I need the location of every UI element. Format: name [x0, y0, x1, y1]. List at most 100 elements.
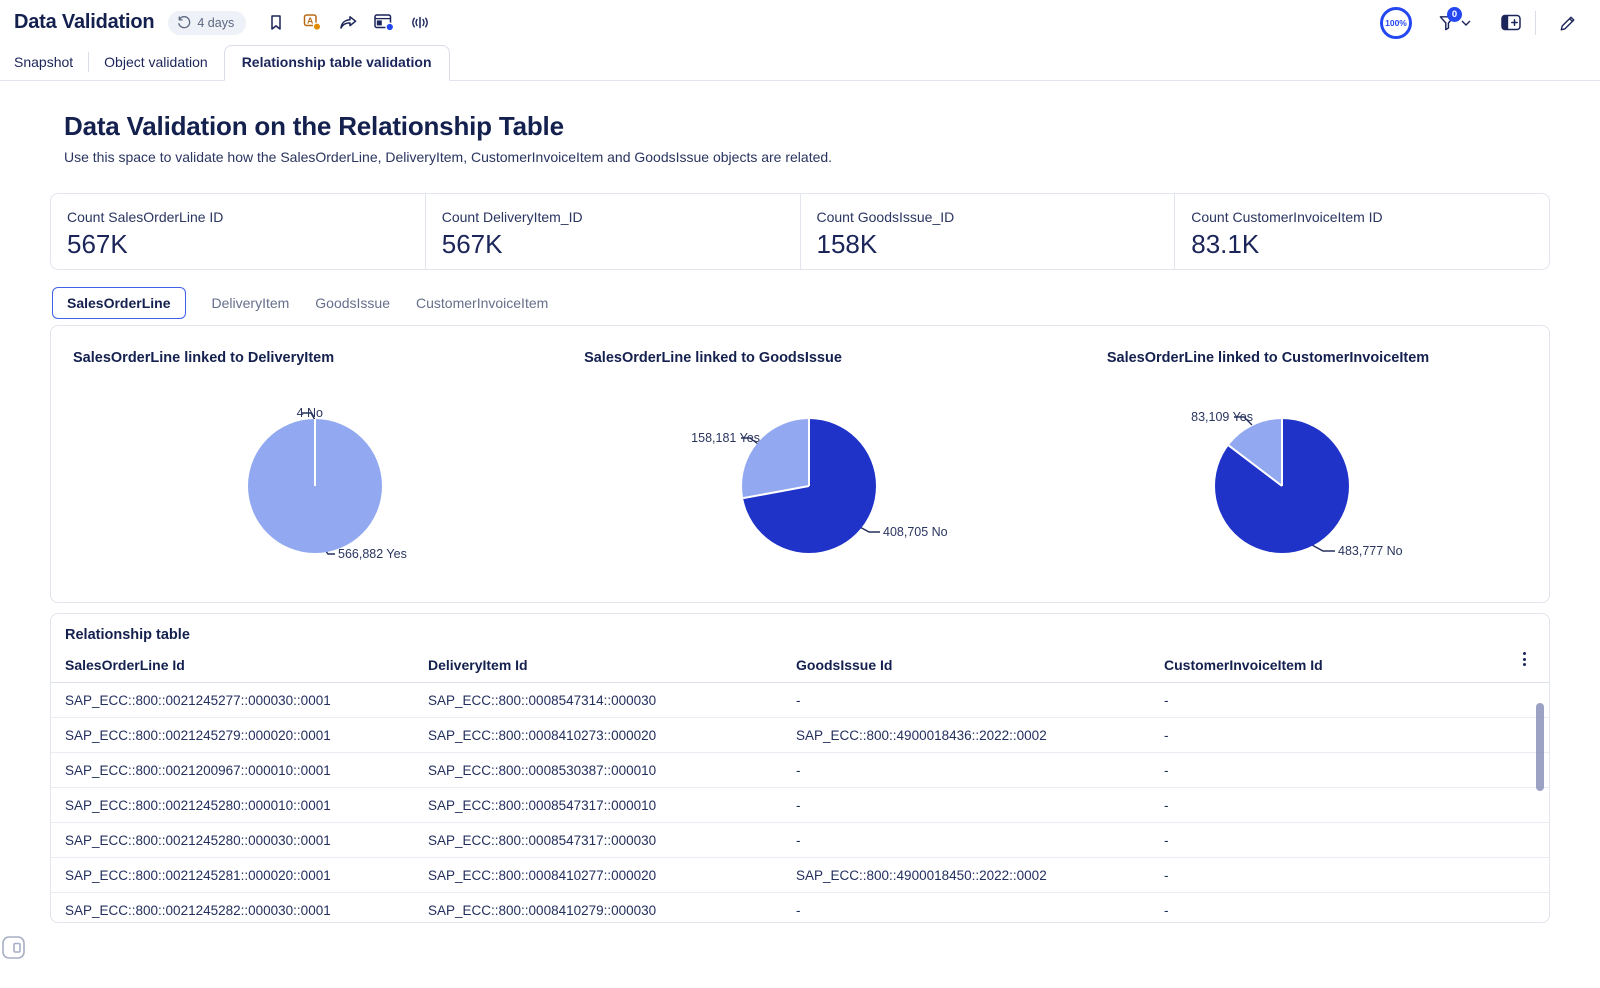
pie-charts-card: SalesOrderLine linked to DeliveryItem Sa… — [50, 325, 1550, 603]
pencil-icon — [1560, 16, 1575, 30]
page-subtitle: Use this space to validate how the Sales… — [64, 149, 833, 165]
table-cell: - — [1164, 727, 1169, 743]
table-options-kebab-icon[interactable] — [1515, 650, 1533, 668]
kpi-label: Count SalesOrderLine ID — [67, 209, 224, 225]
kpi-card-row: Count SalesOrderLine ID 567K Count Deliv… — [50, 193, 1550, 270]
pie-chart-goodsissue[interactable] — [742, 419, 876, 553]
table-cell: - — [1164, 832, 1169, 848]
table-row: SAP_ECC::800::0021245277::000030::0001 S… — [51, 683, 1549, 718]
chevron-down-icon — [1461, 20, 1471, 26]
table-cell: - — [1164, 762, 1169, 778]
pie-chart-deliveryitem[interactable] — [248, 419, 382, 553]
column-header[interactable]: CustomerInvoiceItem Id — [1164, 656, 1323, 673]
subtab-goodsissue[interactable]: GoodsIssue — [315, 295, 391, 311]
top-bar: Data Validation 4 days A 100% 0 — [0, 0, 1600, 45]
table-cell: - — [796, 832, 801, 848]
window-icon — [373, 14, 395, 32]
pie-label-no: 483,777 No — [1338, 544, 1403, 558]
tab-divider — [88, 52, 90, 72]
translate-button[interactable]: A — [298, 9, 326, 37]
bookmark-icon — [271, 15, 281, 30]
tab-relationship-table-validation[interactable]: Relationship table validation — [223, 45, 450, 81]
refresh-interval-label: 4 days — [197, 15, 235, 30]
table-cell: SAP_ECC::800::0021245280::000030::0001 — [65, 832, 331, 848]
toolbar-divider — [1535, 10, 1536, 35]
pie-label-yes: 158,181 Yes — [691, 431, 760, 445]
subtab-customerinvoiceitem[interactable]: CustomerInvoiceItem — [416, 295, 549, 311]
main-content: Data Validation on the Relationship Tabl… — [0, 111, 1600, 923]
panel-toggle-icon[interactable] — [2, 936, 26, 960]
filter-button[interactable]: 0 — [1438, 6, 1471, 32]
table-cell: - — [796, 692, 801, 708]
table-cell: - — [1164, 797, 1169, 813]
kpi-salesorderline: Count SalesOrderLine ID 567K — [51, 194, 425, 269]
table-cell: - — [796, 797, 801, 813]
kpi-label: Count CustomerInvoiceItem ID — [1191, 209, 1383, 225]
table-cell: - — [796, 902, 801, 918]
object-subtabs: SalesOrderLine DeliveryItem GoodsIssue C… — [50, 285, 1550, 321]
table-cell: SAP_ECC::800::0008530387::000010 — [428, 762, 657, 778]
audio-wave-icon — [412, 16, 429, 29]
pie-chart-customerinvoiceitem[interactable] — [1215, 419, 1349, 553]
table-cell: SAP_ECC::800::4900018450::2022::0002 — [796, 867, 1047, 883]
table-cell: SAP_ECC::800::0021200967::000010::0001 — [65, 762, 331, 778]
pie-label-no: 408,705 No — [883, 525, 948, 539]
share-icon — [339, 15, 357, 29]
subtab-deliveryitem[interactable]: DeliveryItem — [211, 295, 290, 311]
table-row: SAP_ECC::800::0021245281::000020::0001 S… — [51, 858, 1549, 893]
table-title: Relationship table — [65, 627, 190, 643]
table-cell: - — [1164, 902, 1169, 918]
kpi-goodsissue: Count GoodsIssue_ID 158K — [799, 194, 1175, 269]
table-scrollbar[interactable] — [1536, 703, 1544, 791]
app-title: Data Validation — [14, 11, 155, 33]
kpi-label: Count DeliveryItem_ID — [441, 209, 583, 225]
side-panel-button[interactable] — [1497, 9, 1525, 37]
side-panel-icon — [1500, 14, 1521, 31]
table-cell: - — [1164, 692, 1169, 708]
refresh-interval-pill[interactable]: 4 days — [168, 10, 247, 35]
kpi-value: 158K — [816, 229, 878, 259]
kpi-label: Count GoodsIssue_ID — [816, 209, 955, 225]
table-cell: SAP_ECC::800::0008410273::000020 — [428, 727, 657, 743]
tab-snapshot[interactable]: Snapshot — [14, 54, 74, 70]
chart-title-deliveryitem: SalesOrderLine linked to DeliveryItem — [73, 350, 335, 366]
table-cell: SAP_ECC::800::0008547317::000030 — [428, 832, 657, 848]
edit-button[interactable] — [1554, 9, 1582, 37]
column-header[interactable]: SalesOrderLine Id — [65, 656, 185, 673]
column-header[interactable]: GoodsIssue Id — [796, 656, 893, 673]
pie-label-no: 4 No — [296, 406, 323, 420]
table-cell: - — [1164, 867, 1169, 883]
kpi-value: 83.1K — [1191, 229, 1260, 259]
pie-label-yes: 566,882 Yes — [338, 547, 407, 561]
bookmark-button[interactable] — [262, 9, 290, 37]
tab-object-validation[interactable]: Object validation — [104, 54, 208, 70]
subtab-salesorderline[interactable]: SalesOrderLine — [52, 287, 186, 319]
page-heading: Data Validation on the Relationship Tabl… — [64, 111, 564, 141]
kpi-value: 567K — [441, 229, 503, 259]
translate-icon: A — [303, 14, 321, 31]
table-row: SAP_ECC::800::0021245280::000010::0001 S… — [51, 788, 1549, 823]
zoom-level-value: 100% — [1385, 17, 1407, 28]
table-cell: SAP_ECC::800::0008410279::000030 — [428, 902, 657, 918]
table-row: SAP_ECC::800::0021245279::000020::0001 S… — [51, 718, 1549, 753]
share-button[interactable] — [334, 9, 362, 37]
table-cell: SAP_ECC::800::0008547314::000030 — [428, 692, 657, 708]
filter-count-badge: 0 — [1447, 6, 1462, 22]
table-cell: SAP_ECC::800::0021245280::000010::0001 — [65, 797, 331, 813]
kpi-value: 567K — [67, 229, 128, 259]
table-row: SAP_ECC::800::0021245282::000030::0001 S… — [51, 893, 1549, 922]
relationship-table-card: Relationship table SalesOrderLine Id Del… — [50, 613, 1550, 923]
column-header[interactable]: DeliveryItem Id — [428, 656, 528, 673]
table-cell: SAP_ECC::800::0021245281::000020::0001 — [65, 867, 331, 883]
table-cell: - — [796, 762, 801, 778]
zoom-level-indicator[interactable]: 100% — [1380, 6, 1412, 39]
chart-title-goodsissue: SalesOrderLine linked to GoodsIssue — [584, 350, 842, 366]
pie-label-yes: 83,109 Yes — [1191, 410, 1253, 424]
table-row: SAP_ECC::800::0021245280::000030::0001 S… — [51, 823, 1549, 858]
kpi-deliveryitem: Count DeliveryItem_ID 567K — [424, 194, 800, 269]
window-notification-button[interactable] — [370, 9, 398, 37]
audio-wave-button[interactable] — [406, 9, 434, 37]
table-cell: SAP_ECC::800::0021245282::000030::0001 — [65, 902, 331, 918]
table-cell: SAP_ECC::800::0021245277::000030::0001 — [65, 692, 331, 708]
history-icon — [178, 15, 191, 28]
